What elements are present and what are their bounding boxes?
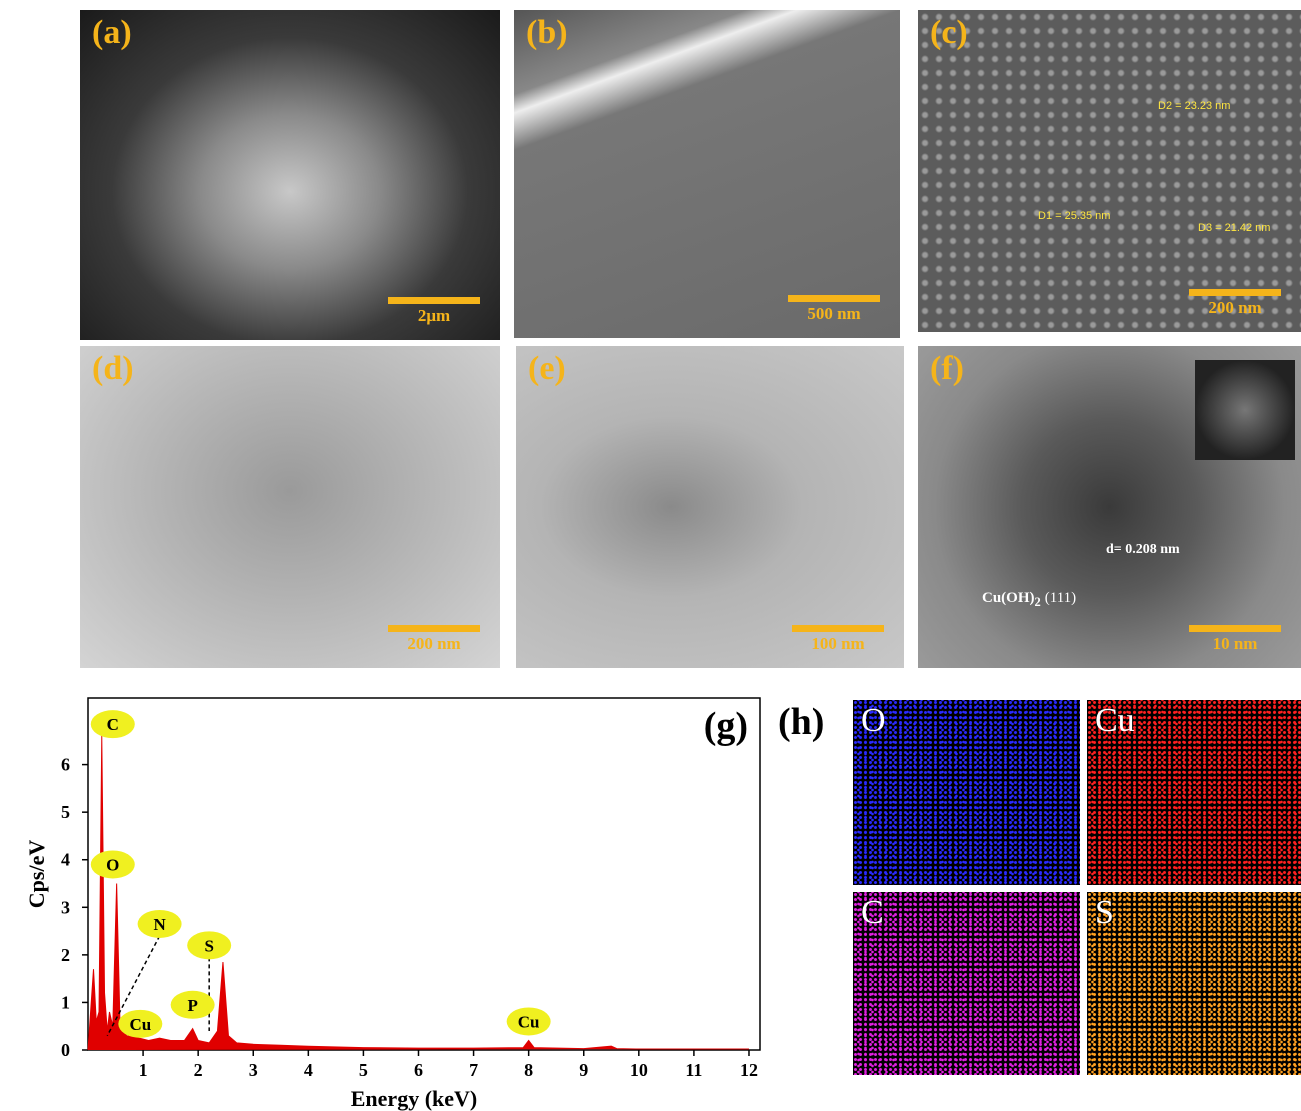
- panel-label: (d): [92, 350, 134, 388]
- annotation: D3 = 21.42 nm: [1198, 222, 1270, 234]
- micrograph: (a) 2μm: [80, 10, 500, 340]
- element-map: C: [853, 892, 1080, 1075]
- x-tick-label: 8: [524, 1060, 533, 1080]
- micrograph: (f) 10 nm d= 0.208 nm Cu(OH)2 (111): [918, 346, 1301, 668]
- x-tick-label: 1: [139, 1060, 148, 1080]
- x-tick-label: 12: [740, 1060, 758, 1080]
- peak-label: O: [106, 855, 119, 874]
- panel-label: (f): [930, 350, 964, 388]
- peak-label: S: [204, 936, 213, 955]
- panel-label: (e): [528, 350, 566, 388]
- element-symbol: Cu: [1095, 702, 1135, 740]
- panel-label: (c): [930, 14, 968, 52]
- panel-label: (b): [526, 14, 568, 52]
- panel-label: (g): [704, 705, 748, 747]
- annotation: d= 0.208 nm: [1106, 542, 1180, 558]
- x-tick-label: 2: [194, 1060, 203, 1080]
- micrograph: (c) 200 nm D2 = 23.23 nm D1 = 25.35 nm D3 = …: [918, 10, 1301, 332]
- scale-bar: 2μm: [388, 297, 480, 326]
- scale-bar: 500 nm: [788, 295, 880, 324]
- y-tick-label: 1: [61, 992, 70, 1012]
- x-tick-label: 10: [630, 1060, 648, 1080]
- annotation: D2 = 23.23 nm: [1158, 100, 1230, 112]
- micrograph: (b) 500 nm: [514, 10, 900, 338]
- micrograph: (e) 100 nm: [516, 346, 904, 668]
- x-tick-label: 6: [414, 1060, 423, 1080]
- scale-bar: 200 nm: [1189, 289, 1281, 318]
- y-tick-label: 5: [61, 802, 70, 822]
- x-tick-label: 9: [579, 1060, 588, 1080]
- peak-label: Cu: [129, 1015, 151, 1034]
- x-axis-label: Energy (keV): [351, 1086, 477, 1111]
- element-symbol: C: [861, 894, 884, 932]
- miller-index: (111): [1045, 590, 1076, 606]
- annotation: D1 = 25.35 nm: [1038, 210, 1110, 222]
- panel-label: (h): [778, 700, 824, 744]
- peak-label: Cu: [518, 1012, 540, 1031]
- formula: Cu(OH): [982, 590, 1035, 606]
- plane-label: Cu(OH)2 (111): [982, 590, 1076, 610]
- peak-label: N: [153, 915, 166, 934]
- micrograph: (d) 200 nm: [80, 346, 500, 668]
- fft-inset: [1195, 360, 1295, 460]
- scale-bar: 10 nm: [1189, 625, 1281, 654]
- y-tick-label: 6: [61, 755, 70, 775]
- element-symbol: S: [1095, 894, 1114, 932]
- element-map: S: [1087, 892, 1301, 1075]
- x-tick-label: 5: [359, 1060, 368, 1080]
- element-symbol: O: [861, 702, 886, 740]
- x-tick-label: 11: [685, 1060, 702, 1080]
- page: (a) 2μm (b) 500 nm (c) 200 nm D2 = 23.23 nm D1 …: [0, 0, 1301, 1111]
- y-tick-label: 0: [61, 1040, 70, 1060]
- y-tick-label: 2: [61, 945, 70, 965]
- element-map: Cu: [1087, 700, 1301, 885]
- scale-bar: 200 nm: [388, 625, 480, 654]
- x-tick-label: 3: [249, 1060, 258, 1080]
- y-tick-label: 3: [61, 897, 70, 917]
- panel-label: (a): [92, 14, 132, 52]
- y-tick-label: 4: [61, 850, 70, 870]
- peak-label: P: [187, 996, 197, 1015]
- element-map: O: [853, 700, 1080, 885]
- x-tick-label: 7: [469, 1060, 478, 1080]
- peak-label: C: [107, 715, 119, 734]
- x-tick-label: 4: [304, 1060, 313, 1080]
- subscript: 2: [1035, 595, 1041, 609]
- scale-bar: 100 nm: [792, 625, 884, 654]
- y-axis-label: Cps/eV: [24, 840, 49, 909]
